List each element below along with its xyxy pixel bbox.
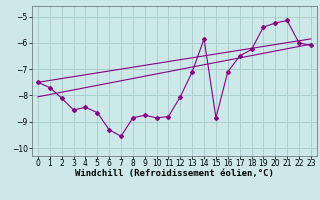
X-axis label: Windchill (Refroidissement éolien,°C): Windchill (Refroidissement éolien,°C) xyxy=(75,169,274,178)
